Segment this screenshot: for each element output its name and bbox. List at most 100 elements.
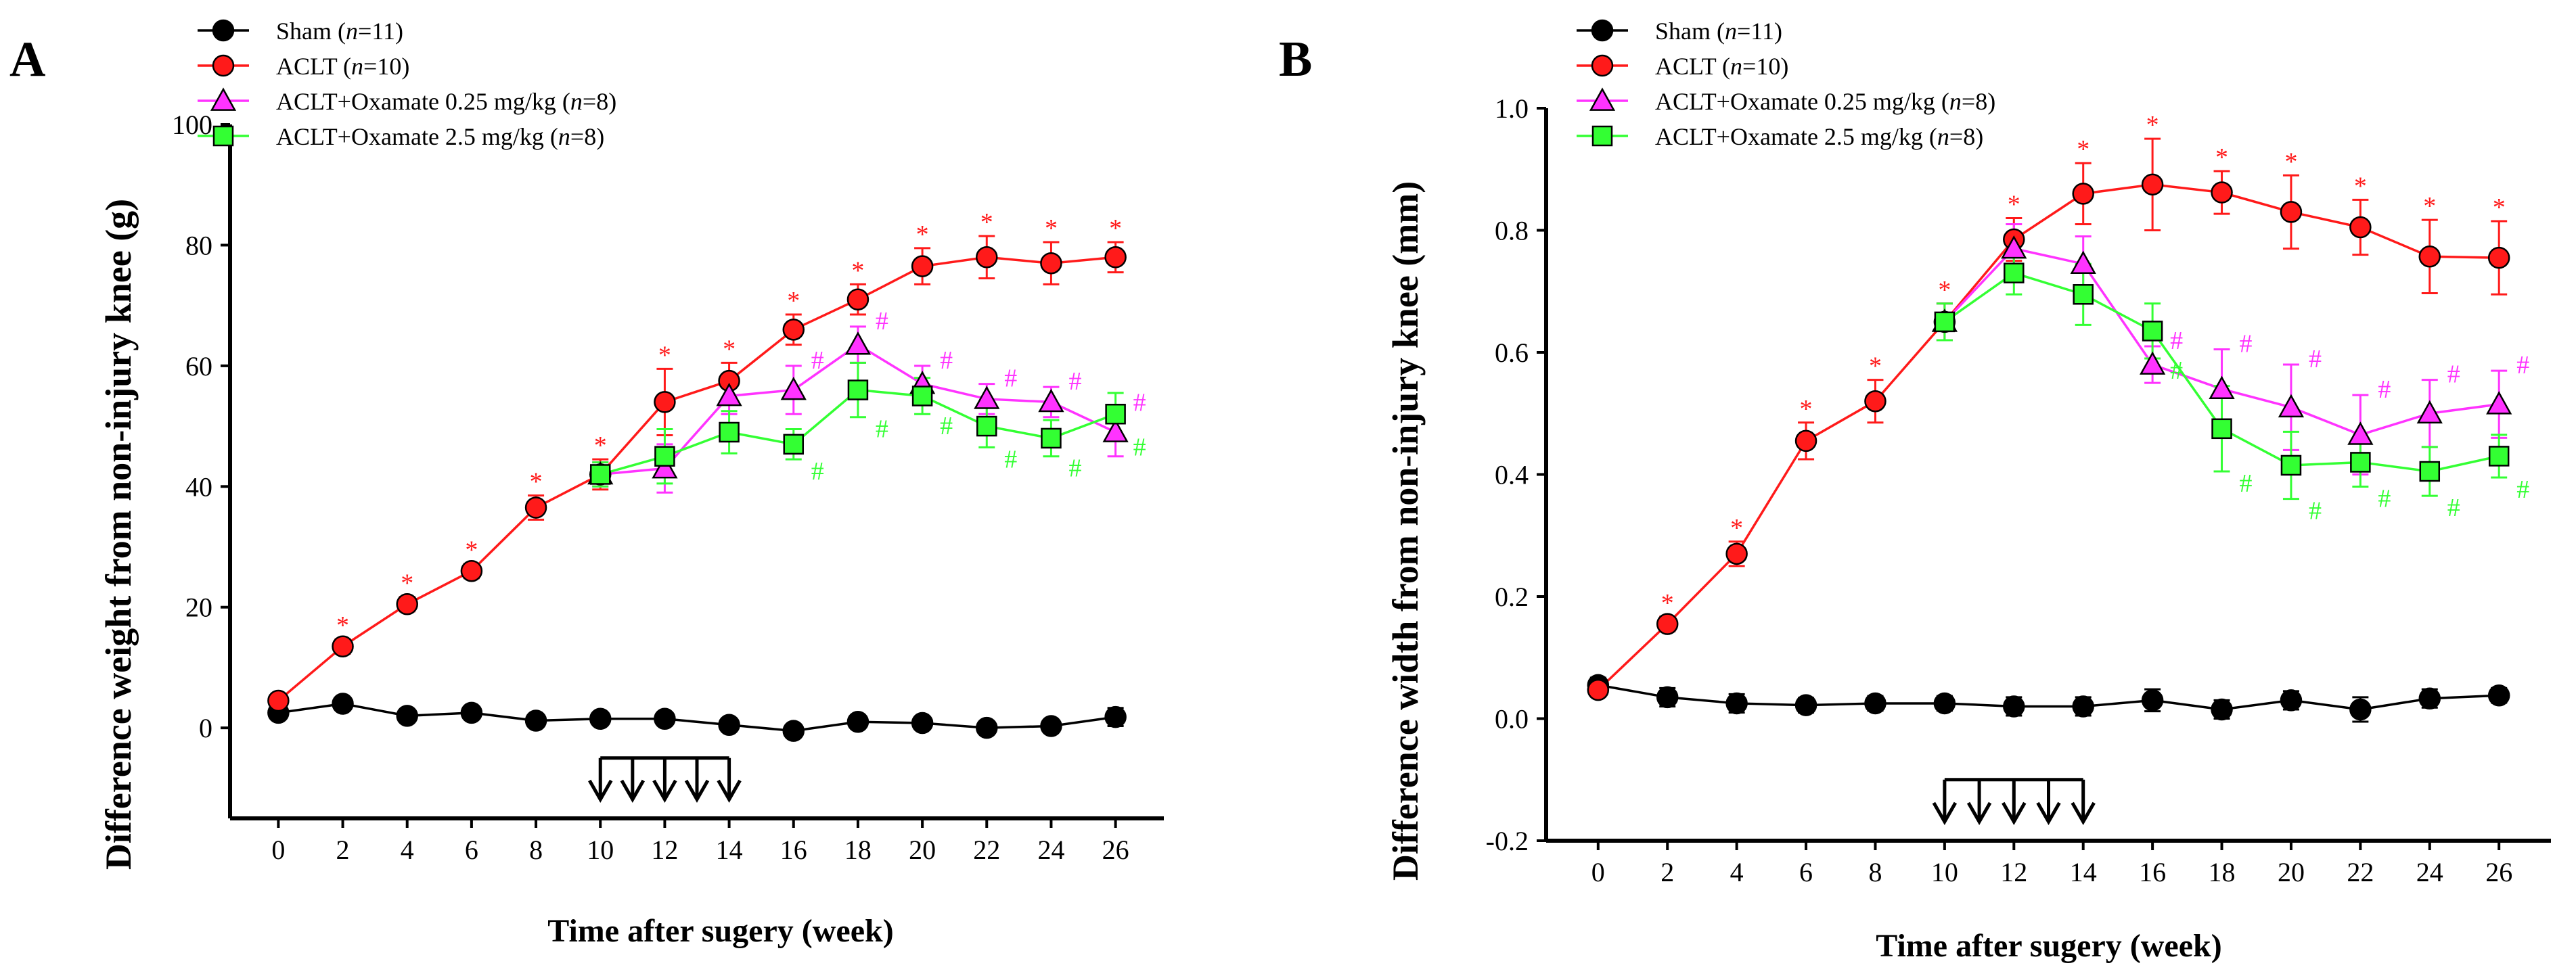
- panel-b-aclt-significance-mark: *: [2354, 172, 2367, 200]
- panel-a-y-tick-label: 40: [185, 471, 212, 502]
- panel-b-oxa025-point: [2139, 351, 2166, 375]
- panel-b-letter: B: [1279, 32, 1312, 87]
- panel-a-sham-point: [976, 716, 998, 739]
- panel-a-oxamate-025-significance-mark: #: [811, 346, 824, 375]
- panel-a-oxa025-point: [844, 331, 872, 355]
- panel-a-oxa25-point: [719, 421, 740, 443]
- panel-a-oxa025-point: [780, 376, 807, 400]
- panel-a-sham-point: [396, 705, 418, 727]
- panel-b-treatment-arrows: [1932, 778, 2096, 826]
- panel-a-oxa25-point: [1041, 427, 1062, 449]
- panel-b-sham-point: [2003, 695, 2025, 718]
- panel-a-aclt-significance-mark: *: [980, 208, 993, 237]
- panel-b-oxa25-point: [2004, 262, 2025, 283]
- panel-b-x-tick-label: 12: [2000, 857, 2027, 887]
- panel-a-y-tick-label: 20: [185, 592, 212, 623]
- legend-oxamate-25-label: ACLT+Oxamate 2.5 mg/kg (n=8): [1655, 123, 1983, 150]
- legend-aclt-marker: [198, 54, 249, 77]
- panel-a-data-marks: * * * * * * * * * * * * * # # # # # # # # # # # #: [267, 208, 1146, 742]
- panel-a-aclt-point: [1040, 252, 1062, 275]
- panel-b-aclt-significance-mark: *: [1730, 514, 1743, 542]
- panel-b-sham-point: [2141, 689, 2164, 712]
- panel-b-oxa025-point: [2070, 250, 2096, 274]
- legend-aclt-symbol: [1591, 54, 1614, 77]
- legend-oxa25-symbol: [212, 125, 234, 147]
- panel-b-sham-point: [1725, 692, 1748, 715]
- panel-a-aclt-significance-mark: *: [401, 569, 413, 598]
- legend-oxa25-symbol: [1591, 125, 1613, 147]
- panel-a-oxamate-25-significance-mark: #: [940, 412, 953, 440]
- legend-aclt-marker: [1577, 54, 1628, 77]
- panel-b-oxa25-point: [1934, 311, 1956, 333]
- panel-a-sham-point: [332, 693, 354, 715]
- panel-b-aclt-significance-mark: *: [2077, 135, 2089, 164]
- panel-a-aclt-point: [846, 288, 869, 310]
- panel-b-sham-point: [2418, 687, 2441, 709]
- panel-b-aclt-point: [2280, 201, 2303, 223]
- panel-a-x-tick-label: 24: [1037, 835, 1064, 865]
- panel-b-oxamate-25-significance-mark: #: [2447, 494, 2460, 522]
- legend-oxamate-025-marker: [1577, 87, 1628, 111]
- panel-a-aclt-point: [267, 689, 290, 712]
- panel-b-sham-point: [1933, 692, 1956, 715]
- panel-a-oxa025-point: [652, 455, 678, 479]
- panel-b-aclt-point: [1864, 390, 1886, 413]
- panel-a-oxamate-025-significance-mark: #: [1133, 388, 1146, 417]
- panel-a-oxamate-25-significance-mark: #: [1004, 445, 1017, 473]
- panel-b-sham-point: [1864, 692, 1886, 715]
- panel-b-aclt-significance-mark: *: [2215, 143, 2228, 172]
- panel-b-aclt-significance-mark: *: [2008, 190, 2020, 218]
- panel-a-oxa25-point: [783, 434, 805, 455]
- panel-b-aclt-point: [1794, 429, 1817, 452]
- panel-b-x-tick-label: 8: [1868, 857, 1882, 887]
- panel-b-x-axis-title: Time after sugery (week): [1876, 928, 2221, 964]
- panel-a-oxamate-25-significance-mark: #: [811, 457, 824, 486]
- panel-b-x-tick-label: 24: [2416, 857, 2443, 887]
- panel-b-oxa25-point: [2419, 461, 2441, 482]
- panel-a-aclt-line: [277, 256, 1116, 702]
- panel-a-x-tick-label: 8: [529, 835, 543, 865]
- panel-b-aclt-significance-mark: *: [1938, 276, 1951, 304]
- legend-aclt-label: ACLT (n=10): [1655, 53, 1788, 80]
- panel-a-oxamate-25-significance-mark: #: [876, 415, 888, 444]
- panel-b-y-axis-title: Difference width from non-injury knee (m…: [1385, 181, 1426, 881]
- panel-a-aclt-significance-mark: *: [465, 536, 478, 565]
- panel-b-x-tick-label: 10: [1931, 857, 1958, 887]
- panel-b-y-tick-label: 0.6: [1495, 337, 1529, 368]
- panel-b-aclt-point: [2487, 246, 2510, 269]
- panel-a-treatment-arrow-head: [652, 779, 677, 804]
- panel-b-aclt-point: [2072, 183, 2094, 205]
- panel-b-oxamate-025-significance-mark: #: [2309, 345, 2322, 373]
- panel-b-aclt-significance-mark: *: [2284, 147, 2297, 176]
- panel-a-aclt-point: [1104, 246, 1127, 269]
- legend-oxa025-symbol: [210, 87, 237, 111]
- panel-a-aclt-significance-mark: *: [336, 611, 349, 640]
- panel-a-y-tick-label: 0: [199, 713, 212, 743]
- panel-b-oxa25-point: [2211, 418, 2232, 440]
- panel-b-oxamate-25-significance-mark: #: [2516, 475, 2529, 504]
- panel-a-aclt-significance-mark: *: [787, 287, 800, 315]
- panel-b-data-marks: ********* *** *# #### #### # ##: [1587, 111, 2529, 723]
- panel-a-treatment-arrow-head: [717, 779, 742, 804]
- panel-b-oxamate-025-significance-mark: #: [2378, 375, 2391, 404]
- panel-b-aclt-point: [2418, 246, 2441, 268]
- panel-a-sham-point: [1104, 705, 1127, 728]
- panel-b-oxa025-point: [2416, 400, 2443, 424]
- panel-a-sham-point: [782, 720, 805, 742]
- panel-a-sham-point: [1040, 715, 1062, 737]
- panel-a-x-tick-label: 22: [973, 835, 1000, 865]
- panel-b-x-tick-label: 22: [2347, 857, 2374, 887]
- panel-a-aclt-significance-mark: *: [658, 341, 671, 369]
- panel-b-y-tick-label: 0.8: [1495, 216, 1529, 246]
- chart-panel-b: B -0.20.00.20.40.60.81.00 2 4 6 8 10 12 14 16 18 2…: [1279, 18, 2551, 964]
- panel-a-legend: Sham (n=11) ACLT (n=10) ACLT+Oxamate 0.2…: [198, 18, 616, 150]
- panel-a-x-tick-label: 12: [651, 835, 678, 865]
- legend-aclt-label: ACLT (n=10): [276, 53, 409, 80]
- panel-b-x-tick-label: 0: [1591, 857, 1605, 887]
- legend-oxamate-025-label: ACLT+Oxamate 0.25 mg/kg (n=8): [276, 88, 616, 115]
- panel-a-x-tick-label: 26: [1102, 835, 1129, 865]
- panel-b-x-tick-label: 20: [2278, 857, 2305, 887]
- panel-b-sham-point: [2487, 684, 2510, 707]
- panel-b-aclt-point: [1656, 613, 1679, 635]
- panel-b-treatment-arrow-head: [1932, 801, 1958, 826]
